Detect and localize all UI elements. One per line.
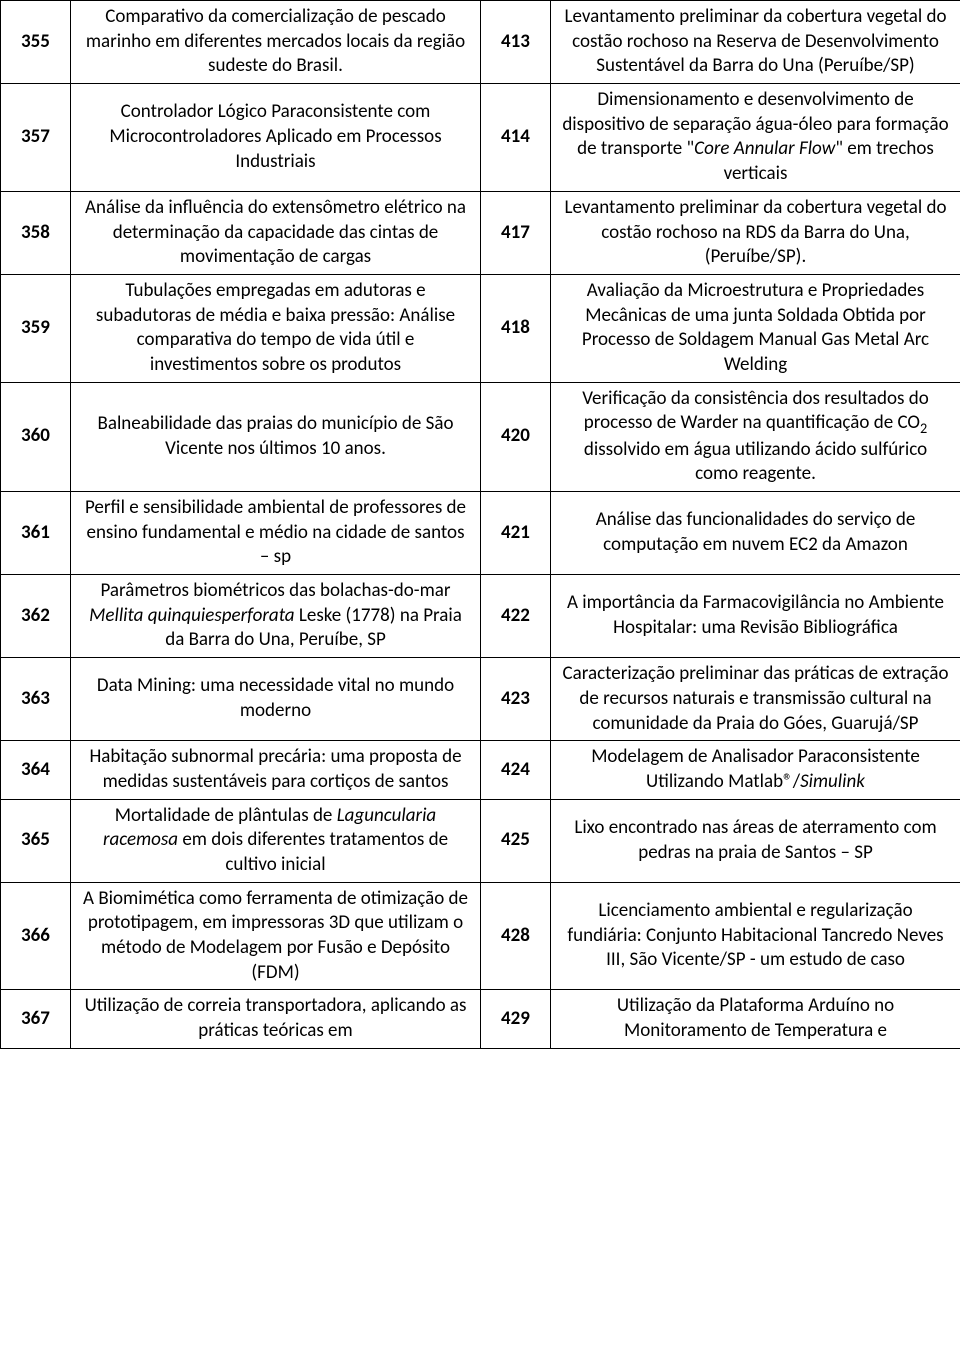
- table-row: 364Habitação subnormal precária: uma pro…: [1, 741, 960, 799]
- row-number-left: 360: [1, 382, 71, 491]
- row-number-right: 413: [481, 1, 551, 84]
- row-number-left: 357: [1, 84, 71, 192]
- table-row: 360Balneabilidade das praias do municípi…: [1, 382, 960, 491]
- table-row: 362Parâmetros biométricos das bolachas-d…: [1, 575, 960, 658]
- row-description-left: Balneabilidade das praias do município d…: [71, 382, 481, 491]
- row-description-left: Utilização de correia transportadora, ap…: [71, 990, 481, 1048]
- table-row: 359Tubulações empregadas em adutoras e s…: [1, 274, 960, 382]
- row-description-right: Caracterização preliminar das práticas d…: [551, 658, 960, 741]
- row-description-right: Avaliação da Microestrutura e Propriedad…: [551, 274, 960, 382]
- row-number-left: 363: [1, 658, 71, 741]
- row-number-left: 355: [1, 1, 71, 84]
- row-description-right: Licenciamento ambiental e regularização …: [551, 882, 960, 990]
- row-description-left: Parâmetros biométricos das bolachas-do-m…: [71, 575, 481, 658]
- table-row: 363Data Mining: uma necessidade vital no…: [1, 658, 960, 741]
- row-description-right: Utilização da Plataforma Arduíno no Moni…: [551, 990, 960, 1048]
- row-description-left: Controlador Lógico Paraconsistente com M…: [71, 84, 481, 192]
- row-number-left: 364: [1, 741, 71, 799]
- row-number-left: 359: [1, 274, 71, 382]
- row-number-left: 358: [1, 191, 71, 274]
- row-number-left: 365: [1, 799, 71, 882]
- row-number-left: 361: [1, 492, 71, 575]
- row-description-left: Tubulações empregadas em adutoras e suba…: [71, 274, 481, 382]
- row-description-left: Mortalidade de plântulas de Laguncularia…: [71, 799, 481, 882]
- table-row: 367Utilização de correia transportadora,…: [1, 990, 960, 1048]
- row-number-left: 367: [1, 990, 71, 1048]
- table-row: 365Mortalidade de plântulas de Laguncula…: [1, 799, 960, 882]
- table-row: 366A Biomimética como ferramenta de otim…: [1, 882, 960, 990]
- row-number-right: 428: [481, 882, 551, 990]
- row-number-left: 366: [1, 882, 71, 990]
- row-description-left: A Biomimética como ferramenta de otimiza…: [71, 882, 481, 990]
- row-number-right: 425: [481, 799, 551, 882]
- row-number-right: 417: [481, 191, 551, 274]
- row-description-right: Dimensionamento e desenvolvimento de dis…: [551, 84, 960, 192]
- row-number-right: 424: [481, 741, 551, 799]
- row-description-left: Perfil e sensibilidade ambiental de prof…: [71, 492, 481, 575]
- table-row: 357Controlador Lógico Paraconsistente co…: [1, 84, 960, 192]
- row-description-right: Análise das funcionalidades do serviço d…: [551, 492, 960, 575]
- row-description-right: Levantamento preliminar da cobertura veg…: [551, 1, 960, 84]
- table-row: 361Perfil e sensibilidade ambiental de p…: [1, 492, 960, 575]
- index-table-body: 355Comparativo da comercialização de pes…: [1, 1, 960, 1049]
- row-number-right: 423: [481, 658, 551, 741]
- row-description-right: Modelagem de Analisador Paraconsistente …: [551, 741, 960, 799]
- table-row: 355Comparativo da comercialização de pes…: [1, 1, 960, 84]
- row-number-right: 422: [481, 575, 551, 658]
- row-description-left: Análise da influência do extensômetro el…: [71, 191, 481, 274]
- row-description-right: Lixo encontrado nas áreas de aterramento…: [551, 799, 960, 882]
- row-description-right: A importância da Farmacovigilância no Am…: [551, 575, 960, 658]
- row-description-right: Levantamento preliminar da cobertura veg…: [551, 191, 960, 274]
- row-description-left: Habitação subnormal precária: uma propos…: [71, 741, 481, 799]
- row-number-right: 418: [481, 274, 551, 382]
- row-number-right: 421: [481, 492, 551, 575]
- row-number-right: 429: [481, 990, 551, 1048]
- row-description-right: Verificação da consistência dos resultad…: [551, 382, 960, 491]
- table-row: 358Análise da influência do extensômetro…: [1, 191, 960, 274]
- row-number-right: 414: [481, 84, 551, 192]
- row-description-left: Comparativo da comercialização de pescad…: [71, 1, 481, 84]
- row-description-left: Data Mining: uma necessidade vital no mu…: [71, 658, 481, 741]
- row-number-right: 420: [481, 382, 551, 491]
- row-number-left: 362: [1, 575, 71, 658]
- index-table: 355Comparativo da comercialização de pes…: [0, 0, 960, 1049]
